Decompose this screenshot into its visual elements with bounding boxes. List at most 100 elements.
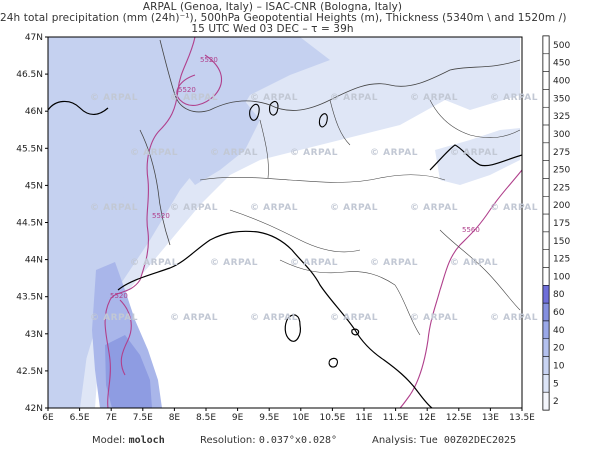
colorbar-swatch <box>542 53 550 72</box>
colorbar-label: 400 <box>553 77 570 87</box>
longitude-label: 13E <box>482 413 499 423</box>
island-coastline <box>284 314 301 342</box>
watermark-text: © ARPAL <box>170 313 218 323</box>
watermark-text: © ARPAL <box>410 203 458 213</box>
title-line-fields: 24h total precipitation (mm (24h)⁻¹), 50… <box>0 12 567 24</box>
longitude-label: 11E <box>355 413 372 423</box>
colorbar-swatch <box>542 374 550 393</box>
colorbar-swatch <box>542 249 550 268</box>
longitude-label: 12.5E <box>446 413 472 423</box>
watermark-text: © ARPAL <box>330 93 378 103</box>
colorbar-swatch <box>542 35 550 55</box>
colorbar-swatch <box>542 285 550 304</box>
title-line-agencies: ARPAL (Genoa, Italy) – ISAC-CNR (Bologna… <box>142 1 403 13</box>
contour-value-label: 5560 <box>462 226 480 234</box>
coastline <box>117 230 433 408</box>
colorbar-label: 10 <box>553 361 565 371</box>
contour-value-label: 5520 <box>200 56 218 64</box>
colorbar-swatch <box>542 231 550 250</box>
latitude-label: 44N <box>25 256 43 266</box>
watermark-text: © ARPAL <box>290 258 338 268</box>
colorbar-label: 125 <box>553 255 570 265</box>
coastline <box>429 144 522 171</box>
latitude-axis: 47N 46.5N 46N 45.5N 45N 44.5N 44N 43.5N 43N 42.5N… <box>16 33 48 414</box>
colorbar-label: 250 <box>553 166 570 176</box>
watermark-text: © ARPAL <box>450 148 498 158</box>
colorbar-label: 275 <box>553 148 570 158</box>
country-border <box>139 129 171 246</box>
colorbar-label: 20 <box>553 344 565 354</box>
contour-line-5520 <box>119 299 132 376</box>
colorbar-label: 2 <box>553 397 559 407</box>
watermark-text: © ARPAL <box>250 93 298 103</box>
watermark-layer: © ARPAL © ARPAL © ARPAL © ARPAL © ARPAL © ARP… <box>90 93 538 323</box>
longitude-label: 8.5E <box>196 413 216 423</box>
colorbar-label: 60 <box>553 308 565 318</box>
longitude-label: 10.5E <box>320 413 346 423</box>
country-border <box>159 39 521 113</box>
watermark-text: © ARPAL <box>90 313 138 323</box>
colorbar-swatch <box>542 142 550 161</box>
watermark-text: © ARPAL <box>210 148 258 158</box>
colorbar-label: 5 <box>553 379 559 389</box>
contour-value-label: 5520 <box>152 212 170 220</box>
longitude-label: 13.5E <box>509 413 535 423</box>
footer-model-label: Model: <box>92 435 126 446</box>
colorbar-swatch <box>542 338 550 357</box>
colorbar-label: 350 <box>553 94 570 104</box>
colorbar-label: 80 <box>553 290 565 300</box>
watermark-text: © ARPAL <box>130 258 178 268</box>
watermark-text: © ARPAL <box>490 203 538 213</box>
watermark-text: © ARPAL <box>330 203 378 213</box>
watermark-text: © ARPAL <box>410 93 458 103</box>
watermark-text: © ARPAL <box>210 258 258 268</box>
colorbar-swatch <box>542 267 550 286</box>
footer-analysis-value: Tue 00Z02DEC2025 <box>419 435 517 446</box>
colorbar-label: 150 <box>553 237 570 247</box>
latitude-label: 42.5N <box>16 367 43 377</box>
lake-coastline <box>249 100 328 128</box>
colorbar-swatch <box>542 178 550 197</box>
colorbar-label: 225 <box>553 183 570 193</box>
longitude-label: 9E <box>232 413 244 423</box>
colorbar-swatch <box>542 320 550 340</box>
latitude-label: 43N <box>25 330 43 340</box>
colorbar-swatch <box>542 391 550 411</box>
footer-resolution-label: Resolution: <box>200 435 256 446</box>
contour-label-layer: 5520 5520 5520 5520 5560 <box>110 56 480 300</box>
contour-value-label: 5520 <box>110 292 128 300</box>
longitude-label: 11.5E <box>383 413 409 423</box>
coastline <box>48 100 109 115</box>
watermark-text: © ARPAL <box>130 148 178 158</box>
longitude-axis: 6E 6.5E 7E 7.5E 8E 8.5E 9E 9.5E 10E 10.5E 11E 11.5E… <box>42 408 535 423</box>
longitude-label: 7E <box>105 413 117 423</box>
precip-area-light <box>435 128 520 185</box>
contour-line-5560 <box>399 169 522 408</box>
colorbar-swatch <box>542 89 550 108</box>
latitude-label: 46.5N <box>16 70 43 80</box>
latitude-label: 44.5N <box>16 219 43 229</box>
colorbar-label: 175 <box>553 219 570 229</box>
colorbar-swatch <box>542 71 550 90</box>
watermark-text: © ARPAL <box>490 313 538 323</box>
footer-model-value: moloch <box>128 435 165 446</box>
latitude-label: 47N <box>25 33 43 43</box>
footer-resolution-value: 0.037°x0.028° <box>258 435 338 446</box>
watermark-text: © ARPAL <box>170 203 218 213</box>
island-coastline <box>351 328 360 336</box>
colorbar-label: 200 <box>553 201 570 211</box>
footer-model: Model: moloch <box>92 435 165 446</box>
latitude-label: 45N <box>25 181 43 191</box>
contour-line-5520 <box>104 37 196 408</box>
colorbar-label: 100 <box>553 272 570 282</box>
watermark-text: © ARPAL <box>370 148 418 158</box>
colorbar-label: 40 <box>553 326 565 336</box>
precip-area-moderate <box>48 38 175 408</box>
colorbar-label: 450 <box>553 59 570 69</box>
longitude-label: 10E <box>292 413 309 423</box>
precip-area-moderate <box>160 95 260 185</box>
longitude-label: 8E <box>169 413 181 423</box>
footer-resolution: Resolution: 0.037°x0.028° <box>200 435 337 446</box>
title-line-valid-time: 15 UTC Wed 03 DEC – τ = 39h <box>191 23 354 35</box>
